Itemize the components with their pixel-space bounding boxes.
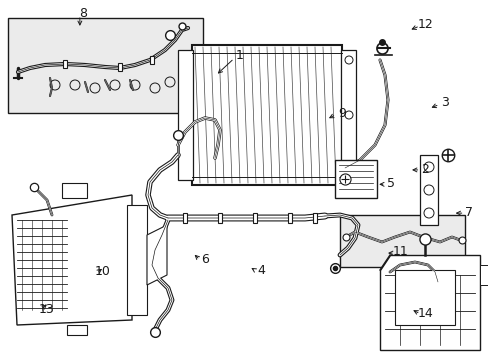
Bar (479, 265, 488, 285)
Bar (312, 213, 316, 223)
Text: 12: 12 (417, 18, 432, 31)
Bar (127, 205, 147, 315)
Text: 10: 10 (95, 265, 110, 278)
Bar (287, 213, 291, 223)
Text: 3: 3 (440, 96, 448, 109)
Text: 11: 11 (392, 246, 408, 258)
Polygon shape (12, 195, 132, 325)
Bar (118, 63, 122, 71)
Bar (178, 50, 193, 180)
Bar (218, 213, 222, 223)
Text: 6: 6 (201, 253, 209, 266)
Text: 13: 13 (39, 303, 54, 316)
Bar (339, 215, 464, 267)
Bar (394, 270, 454, 325)
Bar (183, 213, 186, 223)
Bar (419, 155, 437, 225)
Text: 14: 14 (417, 307, 432, 320)
Bar (62, 183, 87, 198)
Text: 4: 4 (257, 264, 265, 276)
Polygon shape (379, 255, 479, 350)
Bar (63, 60, 67, 68)
Text: 9: 9 (338, 107, 346, 120)
Bar (334, 160, 376, 198)
Text: 2: 2 (421, 163, 428, 176)
Bar (252, 213, 257, 223)
Text: 8: 8 (79, 7, 87, 20)
Text: 1: 1 (235, 49, 243, 62)
Bar (340, 50, 355, 180)
Bar (67, 325, 87, 335)
Bar (8, 18, 203, 113)
Text: 5: 5 (386, 177, 394, 190)
Polygon shape (147, 225, 167, 285)
Bar (150, 56, 154, 64)
Bar (192, 45, 341, 185)
Text: 7: 7 (465, 206, 472, 219)
